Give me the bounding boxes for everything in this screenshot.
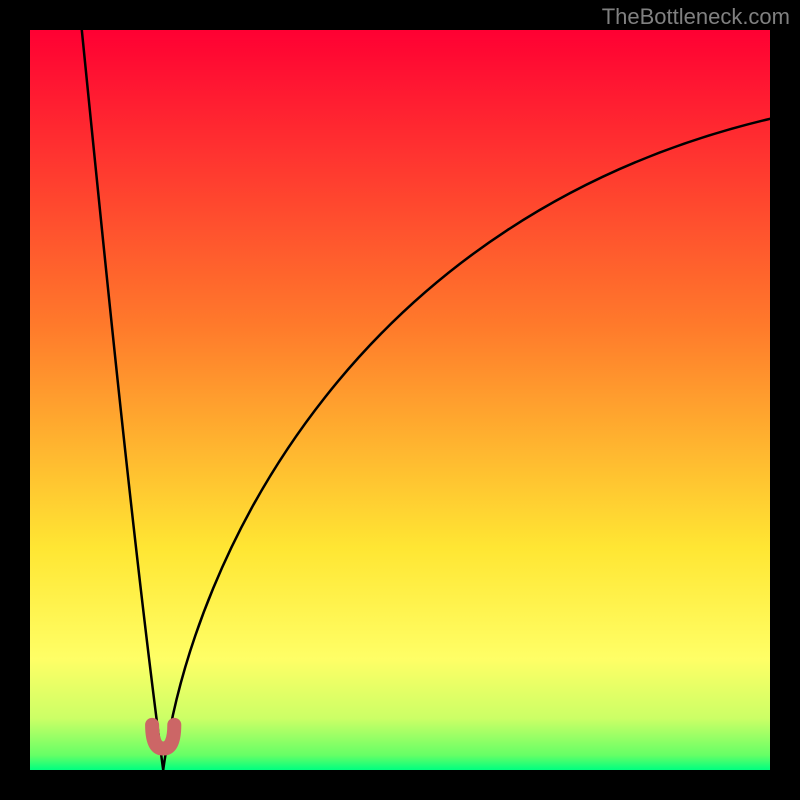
- bottleneck-chart: [0, 0, 800, 800]
- plot-background-gradient: [30, 30, 770, 770]
- chart-container: TheBottleneck.com: [0, 0, 800, 800]
- watermark-text: TheBottleneck.com: [602, 4, 790, 30]
